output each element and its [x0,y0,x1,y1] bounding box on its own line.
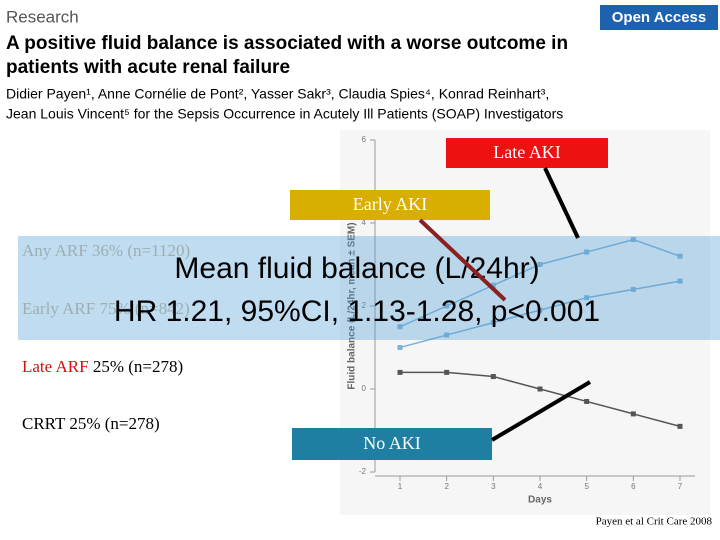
x-tick-label: 4 [538,482,543,491]
authors: Jean Louis Vincent⁵ for the Sepsis Occur… [6,106,563,122]
point [397,345,403,350]
point [630,237,636,243]
badge-box [600,5,718,30]
arrow [543,167,580,239]
overlay-band [18,236,720,340]
late-name: Late ARF [22,357,89,376]
group-label: Late ARF 25% (n=278) [22,357,183,376]
point [677,423,683,429]
point [537,386,543,392]
point [584,249,590,255]
y-tick-label: 2 [362,301,367,310]
y-axis-label: Fluid balance (L/24hr, mean ± SEM) [347,222,358,389]
section: Research [6,7,79,26]
arrow [490,380,592,442]
late-rest: 25% (n=278) [89,357,184,376]
y-tick-label: 0 [362,384,367,393]
point [490,282,496,288]
x-tick-label: 3 [491,482,496,491]
y-tick-label: -2 [359,467,367,476]
x-tick-label: 1 [398,482,403,491]
point [397,369,403,375]
title: patients with acute renal failure [6,57,290,78]
y-tick-label: 4 [362,218,367,227]
arrow [418,218,507,302]
callout: Late AKI [493,142,560,162]
footer: Payen et al Crit Care 2008 [596,516,713,528]
callout-box [292,428,492,460]
point [584,295,590,301]
x-tick-label: 5 [584,482,589,491]
overlay-text: HR 1.21, 95%CI, 1.13-1.28, p<0.001 [114,295,600,328]
badge: Open Access [612,9,707,26]
point [537,262,543,267]
y-tick-label: 6 [362,135,367,144]
point [677,253,683,259]
callout-box [446,138,608,168]
callout: Early AKI [353,194,427,214]
x-axis-label: Days [528,495,552,506]
point [444,332,450,338]
point [630,286,636,292]
point [537,307,543,313]
point [584,398,590,404]
point [677,278,683,284]
authors: Didier Payen¹, Anne Cornélie de Pont², Y… [6,86,549,102]
callout: No AKI [363,433,421,453]
point [397,324,403,330]
point [444,303,450,309]
overlay-text: Mean fluid balance (L/24hr) [174,252,539,285]
callout-box [290,190,490,220]
group-label: CRRT 25% (n=278) [22,414,160,433]
point [444,369,450,375]
title: A positive fluid balance is associated w… [6,33,568,54]
x-tick-label: 6 [631,482,636,491]
group-label: Any ARF 36% (n=1120) [22,241,190,260]
x-tick-label: 7 [678,482,683,491]
point [630,411,636,417]
x-tick-label: 2 [444,482,449,491]
point [490,374,496,380]
group-label: Early ARF 75% (n=842) [22,299,190,318]
point [490,320,496,326]
